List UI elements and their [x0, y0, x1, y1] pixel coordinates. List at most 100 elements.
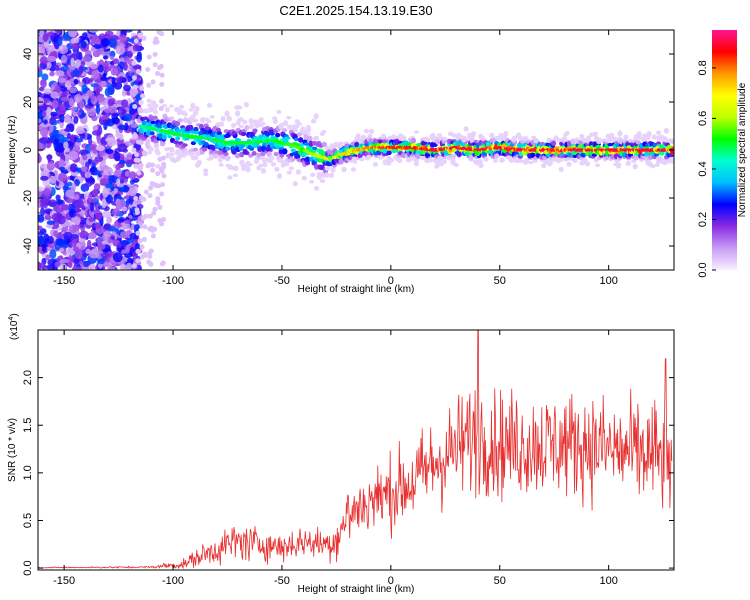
- ridge-cell: [566, 161, 572, 167]
- noise-cell: [83, 95, 89, 101]
- ridge-cell: [286, 124, 292, 130]
- noise-cell: [48, 31, 55, 37]
- noise-cell: [48, 175, 57, 184]
- noise-cell: [124, 219, 131, 224]
- ridge-cell: [284, 161, 290, 167]
- ridge-cell: [206, 119, 212, 124]
- noise-cell: [161, 164, 167, 170]
- noise-cell: [88, 216, 94, 222]
- ridge-cell: [169, 147, 175, 152]
- ridge-cell: [248, 123, 254, 130]
- y-tick-label: -40: [22, 238, 34, 254]
- noise-cell: [40, 43, 45, 54]
- ridge-cell: [654, 163, 660, 167]
- noise-cell: [125, 160, 136, 165]
- ridge-cell: [338, 158, 344, 165]
- noise-cell: [152, 226, 158, 232]
- noise-cell: [79, 149, 89, 156]
- ridge-cell: [290, 148, 296, 153]
- noise-cell: [160, 260, 166, 266]
- ridge-cell: [312, 141, 318, 146]
- noise-cell: [135, 69, 141, 74]
- ridge-cell: [248, 118, 254, 124]
- noise-cell: [95, 213, 103, 221]
- ridge-cell: [243, 102, 249, 108]
- ridge-cell: [577, 144, 583, 149]
- noise-cell: [85, 181, 92, 187]
- figure-title: C2E1.2025.154.13.19.E30: [279, 3, 432, 18]
- ridge-cell: [441, 159, 447, 165]
- snr-x-axis: -150 -100 -50 0 50 100: [53, 330, 618, 587]
- noise-cell: [90, 46, 96, 53]
- noise-cell: [117, 124, 127, 130]
- noise-cell: [95, 105, 101, 115]
- noise-cell: [38, 231, 45, 236]
- colorbar-tick-label: 0.8: [697, 60, 709, 75]
- noise-cell: [139, 244, 145, 250]
- noise-cell: [105, 148, 114, 154]
- ridge-cell: [215, 127, 221, 133]
- noise-cell: [45, 264, 55, 270]
- ridge-cell: [597, 137, 603, 143]
- noise-cell: [114, 167, 122, 178]
- colorbar: 0.0 0.2 0.4 0.6 0.8 Normalized spectral ampl…: [697, 30, 748, 278]
- ridge-cell: [232, 173, 239, 178]
- x-tick-label: 0: [388, 575, 394, 587]
- noise-cell: [132, 64, 142, 70]
- noise-cell: [43, 103, 48, 111]
- ridge-cell: [224, 110, 230, 117]
- ridge-cell: [292, 181, 298, 187]
- noise-cell: [45, 143, 51, 149]
- noise-cell: [115, 164, 121, 171]
- ridge-cell: [392, 149, 398, 153]
- noise-cell: [120, 263, 126, 270]
- noise-cell: [87, 158, 92, 165]
- ridge-cell: [203, 172, 209, 177]
- noise-cell: [75, 126, 85, 135]
- noise-cell: [160, 182, 165, 188]
- ridge-cell: [604, 156, 610, 161]
- ridge-cell: [155, 150, 161, 156]
- noise-cell: [135, 230, 141, 236]
- ridge-cell: [238, 124, 244, 129]
- y-tick-label: 40: [22, 48, 34, 60]
- noise-cell: [104, 108, 112, 113]
- ridge-cell: [483, 156, 489, 162]
- ridge-cell: [226, 115, 232, 122]
- noise-cell: [139, 85, 145, 91]
- noise-cell: [152, 62, 158, 68]
- noise-cell: [152, 206, 158, 212]
- ridge-cell: [184, 149, 190, 155]
- ridge-cell: [359, 157, 365, 162]
- ridge-cell: [253, 158, 260, 165]
- noise-cell: [103, 231, 112, 237]
- colorbar-tick-label: 0.2: [697, 212, 709, 227]
- noise-cell: [43, 187, 51, 198]
- ridge-cell: [262, 161, 268, 168]
- noise-cell: [120, 231, 129, 239]
- noise-cell: [158, 106, 164, 111]
- noise-cell: [141, 35, 147, 41]
- noise-cell: [97, 259, 105, 265]
- ridge-cell: [219, 121, 225, 127]
- ridge-cell: [182, 143, 188, 147]
- noise-cell: [55, 237, 65, 246]
- ridge-cell: [656, 155, 662, 162]
- noise-cell: [54, 261, 61, 268]
- ridge-cell: [254, 123, 260, 128]
- noise-cell: [42, 97, 50, 104]
- ridge-cell: [394, 139, 400, 146]
- noise-cell: [94, 222, 101, 229]
- ridge-cell: [556, 138, 562, 143]
- ridge-cell: [311, 118, 317, 124]
- noise-cell: [95, 145, 105, 152]
- ridge-cell: [167, 135, 173, 139]
- y-tick-label: 0.5: [22, 513, 34, 528]
- ridge-cell: [208, 154, 215, 161]
- ridge-cell: [330, 166, 336, 173]
- noise-cell: [73, 79, 79, 85]
- ridge-cell: [249, 146, 255, 151]
- noise-cell: [52, 99, 59, 109]
- ridge-cell: [176, 128, 182, 134]
- noise-cell: [135, 210, 140, 215]
